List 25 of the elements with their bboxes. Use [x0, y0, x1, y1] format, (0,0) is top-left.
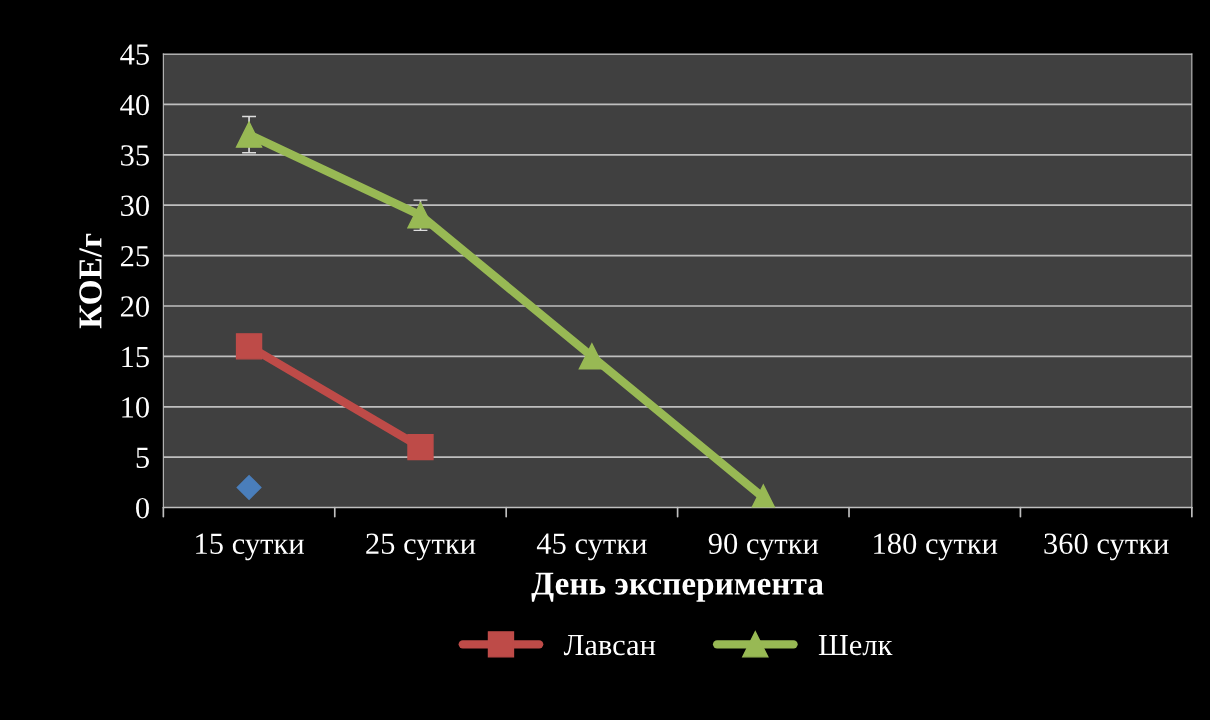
y-tick-label: 45 [120, 44, 149, 65]
y-axis-title: КОЕ/г [79, 233, 102, 329]
x-tick-label: 90 сутки [708, 533, 819, 561]
x-tick-label: 360 сутки [1044, 533, 1169, 561]
y-tick-label: 35 [121, 145, 149, 166]
y-tick-label: 15 [122, 346, 149, 368]
point [236, 474, 262, 500]
x-tick-label: 15 сутки [196, 533, 304, 561]
point [235, 333, 263, 360]
point [235, 121, 263, 148]
y-tick-label: 40 [120, 94, 149, 116]
x-tick-label: 45 сутки [536, 533, 647, 561]
point [407, 202, 434, 229]
y-tick-label: 10 [122, 397, 149, 418]
y-tick-label: 25 [120, 245, 149, 267]
point [407, 433, 434, 461]
x-tick-label: 180 сутки [874, 533, 998, 561]
y-tick-label: 30 [121, 195, 149, 217]
y-tick-label: 20 [120, 296, 149, 317]
x-axis-title: День эксперимента [531, 572, 824, 602]
x-tick-label: 25 сутки [366, 533, 476, 561]
legend-label: Шелк [818, 635, 893, 656]
y-tick-label: 0 [136, 497, 149, 519]
legend-label: Лавсан [563, 635, 656, 656]
y-tick-label: 5 [136, 447, 149, 469]
